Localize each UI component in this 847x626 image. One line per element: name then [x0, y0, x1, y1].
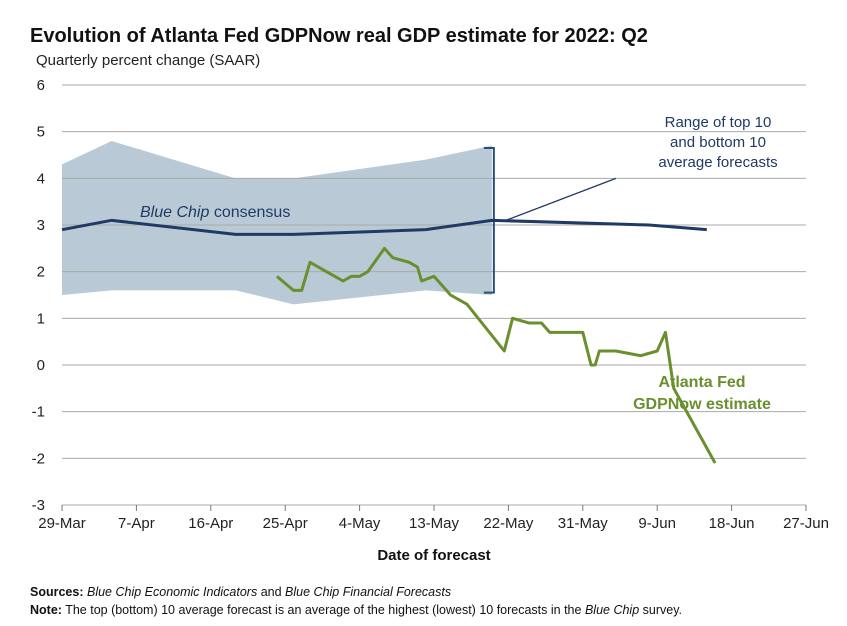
x-tick-label: 25-Apr — [263, 515, 308, 532]
chart-subtitle: Quarterly percent change (SAAR) — [36, 52, 261, 69]
x-tick-label: 31-May — [558, 515, 609, 532]
note-line: Note: The top (bottom) 10 average foreca… — [30, 603, 682, 617]
blue-chip-consensus-line — [61, 218, 707, 236]
x-axis-title: Date of forecast — [377, 547, 490, 564]
x-tick-label: 27-Jun — [783, 515, 829, 532]
x-tick-label: 7-Apr — [118, 515, 155, 532]
y-tick-label: 4 — [37, 170, 45, 187]
note-end: survey. — [642, 603, 683, 617]
sources-and: and — [260, 585, 282, 599]
y-tick-label: 2 — [37, 264, 45, 281]
sources-a: Blue Chip Economic Indicators — [86, 585, 258, 599]
gdpnow-estimate-line — [275, 246, 717, 464]
y-tick-label: 0 — [37, 357, 45, 374]
range-annotation-label: average forecasts — [658, 154, 777, 171]
chart-title: Evolution of Atlanta Fed GDPNow real GDP… — [30, 25, 648, 47]
annotation-pointer — [505, 177, 617, 221]
x-tick-label: 13-May — [409, 515, 460, 532]
y-tick-label: -2 — [32, 450, 45, 467]
sources-line: Sources: Blue Chip Economic Indicators a… — [30, 585, 451, 599]
x-tick-label: 18-Jun — [709, 515, 755, 532]
y-tick-label: 5 — [37, 124, 45, 141]
blue-chip-consensus-label: Blue Chip consensus — [140, 204, 290, 221]
x-tick-label: 16-Apr — [188, 515, 233, 532]
y-tick-label: 3 — [37, 217, 45, 234]
gdpnow-label: Atlanta Fed — [658, 374, 745, 391]
note-italic: Blue Chip — [584, 603, 640, 617]
y-tick-label: -3 — [32, 497, 45, 514]
range-band — [62, 141, 492, 305]
x-tick-label: 4-May — [339, 515, 381, 532]
y-tick-label: 1 — [37, 310, 45, 327]
sources-b: Blue Chip Financial Forecasts — [285, 585, 452, 599]
y-tick-label: -1 — [32, 404, 45, 421]
note-label: Note: — [30, 603, 62, 617]
gdpnow-label: GDPNow estimate — [633, 396, 771, 413]
range-annotation-label: Range of top 10 — [665, 114, 772, 131]
sources-label: Sources: — [30, 585, 84, 599]
y-tick-label: 6 — [37, 77, 45, 94]
x-tick-label: 22-May — [483, 515, 534, 532]
x-tick-label: 9-Jun — [638, 515, 676, 532]
range-annotation-label: and bottom 10 — [670, 134, 766, 151]
note-text: The top (bottom) 10 average forecast is … — [65, 603, 582, 617]
x-tick-label: 29-Mar — [38, 515, 86, 532]
